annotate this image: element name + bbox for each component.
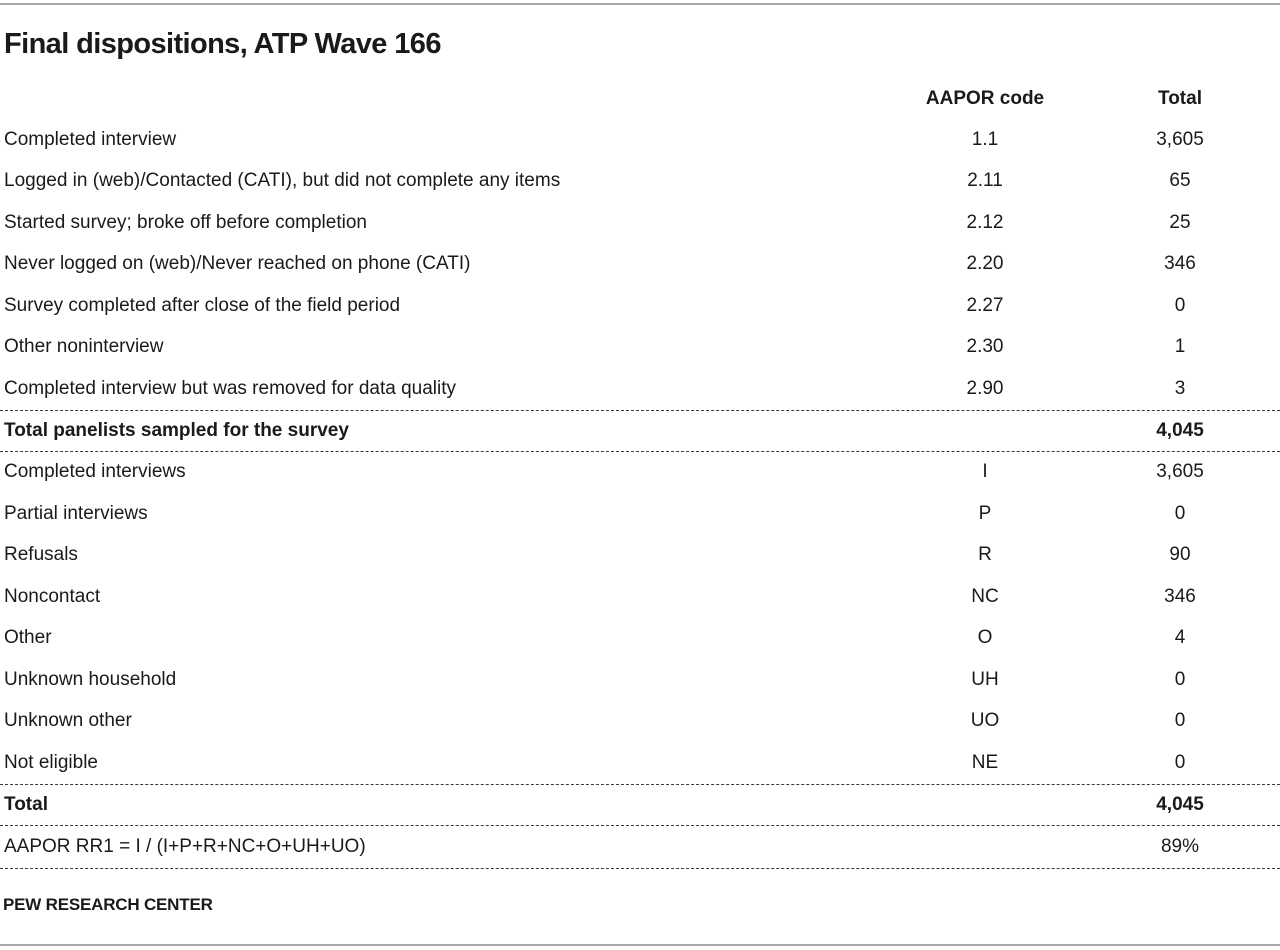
cell-code: 2.30 <box>966 336 1004 358</box>
column-header-total: Total <box>1158 88 1202 109</box>
table-row: Other O 4 <box>0 618 1280 660</box>
cell-code: O <box>977 627 993 649</box>
cell-code: NC <box>971 585 999 607</box>
cell-total: 0 <box>1174 710 1186 732</box>
dispositions-table: AAPOR code Total Completed interview 1.1 3… <box>0 87 1280 869</box>
cell-total: 4,045 <box>1156 419 1204 441</box>
cell-code: 2.11 <box>967 170 1003 192</box>
cell-total: 25 <box>1169 211 1191 233</box>
cell-label: Total <box>4 793 48 815</box>
cell-label: Other <box>4 627 52 649</box>
table-row: Unknown other UO 0 <box>0 701 1280 743</box>
cell-total: 4,045 <box>1156 793 1204 815</box>
cell-label: Completed interview but was removed for … <box>4 377 457 399</box>
bottom-border-rule <box>0 944 1280 946</box>
table-row: Never logged on (web)/Never reached on p… <box>0 244 1280 286</box>
cell-total: 89% <box>1160 835 1200 857</box>
table-row: Refusals R 90 <box>0 535 1280 577</box>
column-header-aapor-code: AAPOR code <box>925 88 1045 109</box>
cell-code: UO <box>970 710 1000 732</box>
cell-label: Total panelists sampled for the survey <box>4 419 349 441</box>
cell-label: Other noninterview <box>4 336 164 358</box>
cell-label: Noncontact <box>4 585 101 607</box>
table-row: Started survey; broke off before complet… <box>0 202 1280 244</box>
cell-code: 1.1 <box>971 128 999 150</box>
table-row: Noncontact NC 346 <box>0 576 1280 618</box>
cell-code: 2.27 <box>966 294 1004 316</box>
cell-total: 3,605 <box>1156 461 1204 483</box>
cell-total: 90 <box>1169 544 1191 566</box>
cell-label: AAPOR RR1 = I / (I+P+R+NC+O+UH+UO) <box>4 835 366 857</box>
cell-code: P <box>978 502 992 524</box>
cell-total: 1 <box>1174 336 1186 358</box>
cell-label: Started survey; broke off before complet… <box>4 211 367 233</box>
table-row: Other noninterview 2.30 1 <box>0 327 1280 369</box>
cell-label: Partial interviews <box>4 502 148 524</box>
top-border-rule <box>0 3 1280 5</box>
table-row: Partial interviews P 0 <box>0 493 1280 535</box>
cell-code: R <box>978 544 992 566</box>
cell-label: Logged in (web)/Contacted (CATI), but di… <box>4 170 561 192</box>
figure-title: Final dispositions, ATP Wave 166 <box>4 28 441 60</box>
cell-label: Refusals <box>4 544 78 566</box>
cell-label: Completed interview <box>4 128 177 150</box>
cell-label: Unknown household <box>4 668 177 690</box>
cell-label: Unknown other <box>4 710 132 732</box>
table-row: Total 4,045 <box>0 783 1280 826</box>
cell-label: Survey completed after close of the fiel… <box>4 294 401 316</box>
cell-total: 3,605 <box>1156 128 1204 150</box>
table-row: Unknown household UH 0 <box>0 659 1280 701</box>
source-label: PEW RESEARCH CENTER <box>3 894 213 914</box>
cell-code: NE <box>971 751 999 773</box>
table-row: Survey completed after close of the fiel… <box>0 285 1280 327</box>
cell-total: 0 <box>1174 668 1186 690</box>
table-row: Not eligible NE 0 <box>0 742 1280 784</box>
cell-label: Completed interviews <box>4 461 186 483</box>
cell-code: I <box>982 461 988 483</box>
table-body: Completed interview 1.1 3,605 Logged in (we… <box>0 119 1280 869</box>
cell-total: 0 <box>1174 751 1186 773</box>
cell-code: 2.20 <box>966 253 1004 275</box>
cell-code: 2.12 <box>966 211 1004 233</box>
cell-code: UH <box>971 668 999 690</box>
table-row: Completed interview 1.1 3,605 <box>0 119 1280 161</box>
cell-label: Not eligible <box>4 751 98 773</box>
cell-total: 0 <box>1174 502 1186 524</box>
cell-code: 2.90 <box>966 377 1004 399</box>
cell-total: 346 <box>1164 253 1196 275</box>
cell-label: Never logged on (web)/Never reached on p… <box>4 253 471 275</box>
table-row: AAPOR RR1 = I / (I+P+R+NC+O+UH+UO) 89% <box>0 826 1280 869</box>
cell-total: 65 <box>1169 170 1191 192</box>
cell-total: 4 <box>1174 627 1186 649</box>
table-header-row: AAPOR code Total <box>0 87 1280 111</box>
cell-total: 3 <box>1174 377 1186 399</box>
table-row: Logged in (web)/Contacted (CATI), but di… <box>0 161 1280 203</box>
table-row: Completed interview but was removed for … <box>0 368 1280 410</box>
cell-total: 346 <box>1164 585 1196 607</box>
cell-total: 0 <box>1174 294 1186 316</box>
table-row: Total panelists sampled for the survey 4,… <box>0 409 1280 452</box>
table-row: Completed interviews I 3,605 <box>0 452 1280 494</box>
